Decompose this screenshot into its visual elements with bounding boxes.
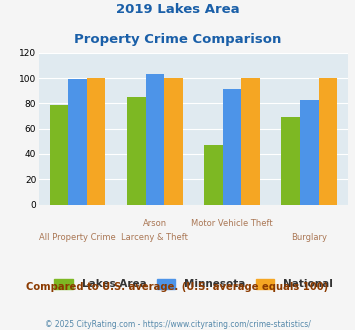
Text: Compared to U.S. average. (U.S. average equals 100): Compared to U.S. average. (U.S. average … <box>26 282 329 292</box>
Bar <box>282 117 300 205</box>
Bar <box>50 105 69 205</box>
Text: Motor Vehicle Theft: Motor Vehicle Theft <box>191 219 273 228</box>
Bar <box>127 97 146 205</box>
Bar <box>146 74 164 205</box>
Bar <box>164 78 183 205</box>
Legend: Lakes Area, Minnesota, National: Lakes Area, Minnesota, National <box>50 275 337 293</box>
Text: Property Crime Comparison: Property Crime Comparison <box>74 33 281 46</box>
Text: © 2025 CityRating.com - https://www.cityrating.com/crime-statistics/: © 2025 CityRating.com - https://www.city… <box>45 320 310 329</box>
Text: Burglary: Burglary <box>291 233 327 242</box>
Bar <box>87 78 105 205</box>
Text: Arson: Arson <box>143 219 167 228</box>
Bar <box>204 145 223 205</box>
Bar <box>318 78 337 205</box>
Text: Larceny & Theft: Larceny & Theft <box>121 233 188 242</box>
Bar <box>223 89 241 205</box>
Text: All Property Crime: All Property Crime <box>39 233 116 242</box>
Text: 2019 Lakes Area: 2019 Lakes Area <box>116 3 239 16</box>
Bar <box>69 79 87 205</box>
Bar <box>241 78 260 205</box>
Bar <box>300 100 318 205</box>
